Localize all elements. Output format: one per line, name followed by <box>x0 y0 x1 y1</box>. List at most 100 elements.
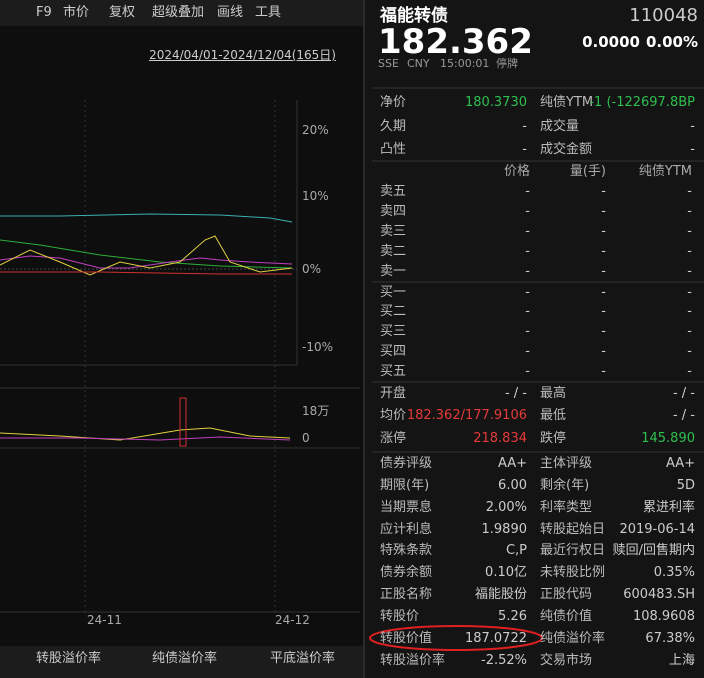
field-value: 福能股份 <box>474 587 527 602</box>
book-header: 纯债YTM <box>638 164 692 179</box>
field-value: 187.0722 <box>464 631 527 646</box>
book-cell: - <box>525 304 530 319</box>
field-label: 最低 <box>540 408 567 423</box>
book-level: 卖五 <box>380 184 407 199</box>
book-header: 量(手) <box>569 164 606 179</box>
book-level: 卖二 <box>380 244 407 259</box>
field-label: 涨停 <box>380 431 407 446</box>
field-value: 0.10亿 <box>485 565 527 580</box>
book-cell: - <box>601 224 606 239</box>
toolbar-item[interactable]: 复权 <box>109 5 136 20</box>
book-cell: - <box>687 184 692 199</box>
field-value: 5D <box>676 478 695 493</box>
field-label: 纯债溢价率 <box>540 631 606 646</box>
date-range: 2024/04/01-2024/12/04(165日) <box>149 48 336 62</box>
field-value: - <box>522 119 527 134</box>
book-cell: - <box>601 244 606 259</box>
book-cell: - <box>687 304 692 319</box>
toolbar-item[interactable]: 市价 <box>63 5 90 20</box>
book-cell: - <box>687 204 692 219</box>
book-level: 卖三 <box>380 224 407 239</box>
book-cell: - <box>525 224 530 239</box>
toolbar-item[interactable]: 工具 <box>255 5 282 20</box>
field-label: 利率类型 <box>540 500 593 515</box>
field-value: 600483.SH <box>623 587 695 602</box>
field-value: -2.52% <box>481 653 527 668</box>
book-cell: - <box>601 304 606 319</box>
field-label: 剩余(年) <box>540 478 590 493</box>
book-cell: - <box>601 344 606 359</box>
book-cell: - <box>601 204 606 219</box>
field-value: AA+ <box>665 456 695 471</box>
field-label: 纯债价值 <box>540 609 593 624</box>
field-label: 期限(年) <box>380 478 430 493</box>
book-cell: - <box>601 364 606 379</box>
field-label: 成交量 <box>540 119 580 134</box>
field-value: AA+ <box>497 456 527 471</box>
field-label: 成交金额 <box>540 142 593 157</box>
book-cell: - <box>687 285 692 300</box>
field-label: 均价 <box>380 408 407 423</box>
field-value: 67.38% <box>645 631 695 646</box>
field-label: 应计利息 <box>380 522 433 537</box>
quote-status: 停牌 <box>496 57 518 70</box>
field-value: 2.00% <box>485 500 527 515</box>
field-value: - <box>690 142 695 157</box>
book-level: 买四 <box>380 344 407 359</box>
field-value: 180.3730 <box>464 95 527 110</box>
book-cell: - <box>525 324 530 339</box>
book-level: 卖一 <box>380 264 407 279</box>
bond-code: 110048 <box>629 5 698 26</box>
book-level: 买五 <box>380 364 407 379</box>
last-price: 182.362 <box>378 22 533 62</box>
quote-exchange: SSE <box>378 57 399 70</box>
field-value: 108.9608 <box>632 609 695 624</box>
field-label: 转股起始日 <box>540 522 606 537</box>
field-value: C,P <box>505 543 527 558</box>
field-value: 182.362/177.9106 <box>406 408 527 423</box>
field-value: 218.834 <box>473 431 527 446</box>
field-label: 交易市场 <box>540 653 593 668</box>
book-header: 价格 <box>503 164 530 179</box>
field-value: - / - <box>672 408 695 423</box>
field-label: 正股代码 <box>540 587 593 602</box>
field-label: 正股名称 <box>380 587 433 602</box>
book-level: 买一 <box>380 285 407 300</box>
field-value: - / - <box>504 386 527 401</box>
field-value: - / - <box>672 386 695 401</box>
book-cell: - <box>525 264 530 279</box>
field-value: 1.9890 <box>481 522 528 537</box>
field-value: 5.26 <box>498 609 527 624</box>
bottom-tab[interactable]: 平底溢价率 <box>270 651 336 666</box>
bond-name: 福能转债 <box>380 6 448 26</box>
book-cell: - <box>687 324 692 339</box>
toolbar-item[interactable]: 超级叠加 <box>152 5 205 20</box>
field-value: 145.890 <box>641 431 695 446</box>
change: 0.0000 <box>582 33 640 51</box>
book-cell: - <box>525 344 530 359</box>
y-axis-label: -10% <box>302 340 334 354</box>
y-axis-label: 0% <box>302 262 322 276</box>
book-level: 买三 <box>380 324 407 339</box>
quote-currency: CNY <box>407 57 430 70</box>
y-axis-label: 20% <box>302 123 329 137</box>
bottom-tab[interactable]: 纯债溢价率 <box>152 651 218 666</box>
toolbar-item[interactable]: F9 <box>36 5 52 20</box>
field-label: 久期 <box>380 119 407 134</box>
field-value: 6.00 <box>498 478 527 493</box>
field-value: - <box>522 142 527 157</box>
field-label: 最高 <box>540 386 567 401</box>
book-cell: - <box>525 364 530 379</box>
toolbar-item[interactable]: 画线 <box>217 5 244 20</box>
bottom-tab[interactable]: 转股溢价率 <box>36 651 102 666</box>
change-pct: 0.00% <box>645 33 698 51</box>
book-cell: - <box>525 204 530 219</box>
field-label: 跌停 <box>540 431 567 446</box>
y-axis-label: 10% <box>302 189 329 203</box>
book-cell: - <box>601 184 606 199</box>
book-cell: - <box>601 285 606 300</box>
book-cell: - <box>687 344 692 359</box>
book-cell: - <box>687 244 692 259</box>
field-label: 特殊条款 <box>380 543 433 558</box>
